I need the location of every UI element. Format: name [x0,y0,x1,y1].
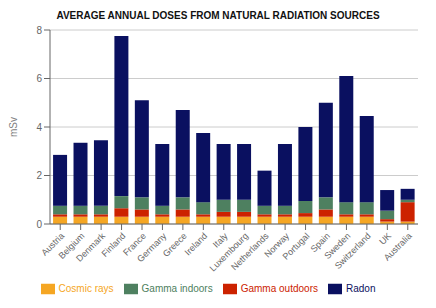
svg-text:Switzerland: Switzerland [333,231,373,271]
svg-text:France: France [121,230,148,258]
html-text:Cosmic rays: Cosmic rays [58,282,114,294]
html-text:Radon: Radon [346,282,376,294]
html-text:Gamma indoors: Gamma indoors [141,282,213,294]
svg-text:Luxembourg: Luxembourg [207,230,251,274]
svg-text:Austria: Austria [39,230,67,258]
svg-text:Netherlands: Netherlands [229,230,271,273]
svg-text:Spain: Spain [308,230,332,255]
svg-text:Greece: Greece [161,231,189,259]
svg-text:Portugal: Portugal [281,231,312,262]
svg-text:mSv: mSv [8,117,19,137]
svg-text:6: 6 [36,73,42,84]
svg-text:Germany: Germany [135,231,169,265]
html-text:AVERAGE ANNUAL DOSES FROM NATU: AVERAGE ANNUAL DOSES FROM NATURAL RADIAT… [56,10,380,21]
svg-text:Ireland: Ireland [183,231,210,258]
svg-text:Sweden: Sweden [322,230,353,261]
svg-text:2: 2 [36,170,42,181]
svg-text:8: 8 [36,25,42,36]
svg-text:4: 4 [36,122,42,133]
svg-text:0: 0 [36,219,42,230]
html-text:Gamma outdoors: Gamma outdoors [240,282,318,294]
svg-text:Finland: Finland [100,231,128,259]
svg-text:Belgium: Belgium [56,230,87,261]
svg-text:Australia: Australia [382,231,414,263]
svg-text:Italy: Italy [211,230,230,250]
svg-text:Norway: Norway [262,230,291,260]
svg-text:UK: UK [377,231,393,247]
svg-text:Denmark: Denmark [74,231,107,264]
